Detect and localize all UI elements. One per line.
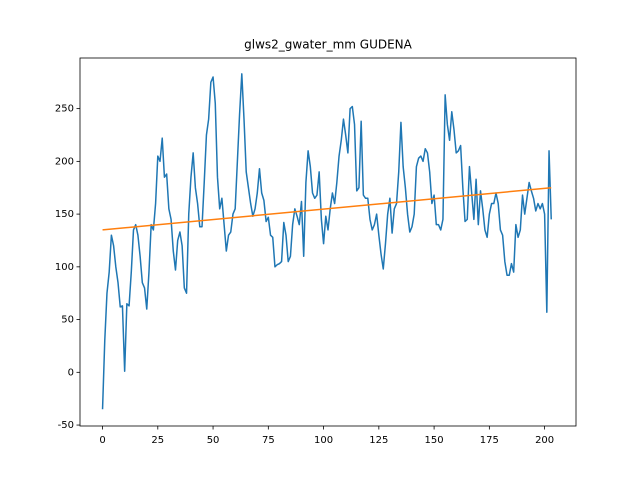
series-line: [102, 186, 552, 231]
x-tick-label: 200: [535, 435, 554, 446]
series-line: [101, 73, 552, 410]
x-tick-label: 75: [262, 435, 275, 446]
x-tick-label: 50: [207, 435, 220, 446]
y-tick-label: 50: [61, 315, 74, 326]
x-tick-label: 150: [425, 435, 444, 446]
x-tick-label: 100: [314, 435, 333, 446]
x-tick-label: 175: [480, 435, 499, 446]
x-tick-label: 0: [99, 435, 105, 446]
x-tick-label: 25: [151, 435, 164, 446]
y-tick-label: -50: [58, 420, 74, 431]
chart-title: glws2_gwater_mm GUDENA: [244, 38, 413, 52]
y-tick-label: 200: [55, 156, 74, 167]
plot-frame: [79, 57, 577, 427]
y-tick-label: 0: [68, 367, 74, 378]
y-tick-label: 100: [55, 262, 74, 273]
y-tick-label: 250: [55, 104, 74, 115]
x-tick-label: 125: [369, 435, 388, 446]
y-tick-label: 150: [55, 209, 74, 220]
